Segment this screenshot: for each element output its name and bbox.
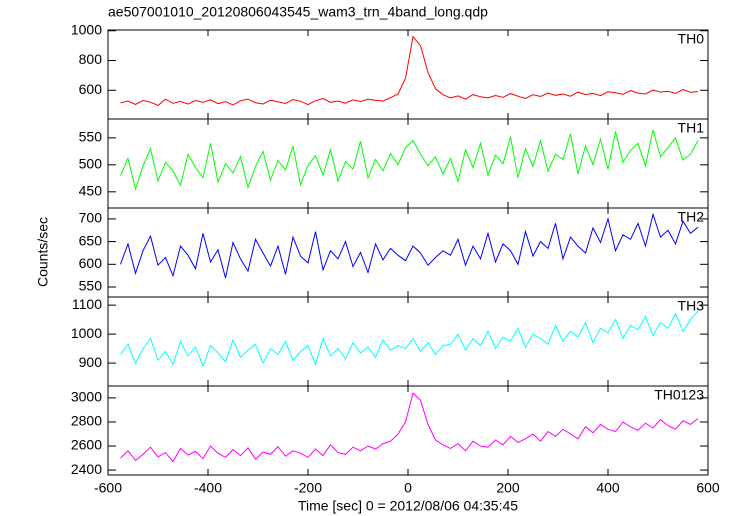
panel-frame	[107, 296, 709, 387]
series-line	[120, 35, 699, 107]
series-line	[120, 212, 699, 279]
x-axis-label: Time [sec] 0 = 2012/08/06 04:35:45	[298, 498, 518, 514]
series-line	[120, 310, 699, 368]
y-tick-label: 800	[79, 51, 103, 67]
y-tick-label: 500	[79, 156, 103, 172]
x-tick-label: -400	[194, 480, 222, 496]
y-tick-label: 450	[79, 183, 103, 199]
legend-label: TH2	[678, 209, 705, 225]
x-tick-label: 400	[596, 480, 620, 496]
x-tick-label: 600	[696, 480, 720, 496]
x-tick-label: -600	[94, 480, 122, 496]
panel-frame	[107, 385, 709, 476]
y-tick-label: 700	[79, 210, 103, 226]
y-tick-label: 3000	[71, 389, 102, 405]
y-tick-label: 1100	[72, 296, 102, 312]
y-tick-label: 2800	[71, 413, 102, 429]
x-tick-label: 0	[404, 480, 412, 496]
x-tick-label: -200	[294, 480, 322, 496]
series-line	[120, 129, 699, 191]
y-tick-label: 650	[79, 232, 103, 248]
y-tick-label: 550	[79, 129, 103, 145]
x-tick-label: 200	[496, 480, 520, 496]
legend-label: TH3	[678, 298, 705, 314]
y-tick-label: 600	[79, 81, 103, 97]
y-tick-label: 2400	[71, 461, 102, 477]
series-line	[120, 392, 699, 463]
y-tick-label: 2600	[71, 437, 102, 453]
chart-title: ae507001010_20120806043545_wam3_trn_4ban…	[108, 4, 488, 20]
y-tick-label: 600	[79, 255, 103, 271]
y-tick-label: 550	[79, 278, 103, 294]
legend-label: TH0123	[654, 387, 704, 403]
y-tick-label: 900	[79, 354, 103, 370]
panel-frame	[107, 207, 709, 298]
panel-frame	[107, 118, 709, 209]
y-tick-label: 1000	[71, 21, 102, 37]
legend-label: TH0	[678, 31, 705, 47]
y-axis-label: Counts/sec	[35, 217, 51, 287]
panel-frame	[107, 29, 709, 120]
y-tick-label: 1000	[71, 325, 102, 341]
legend-label: TH1	[678, 120, 705, 136]
